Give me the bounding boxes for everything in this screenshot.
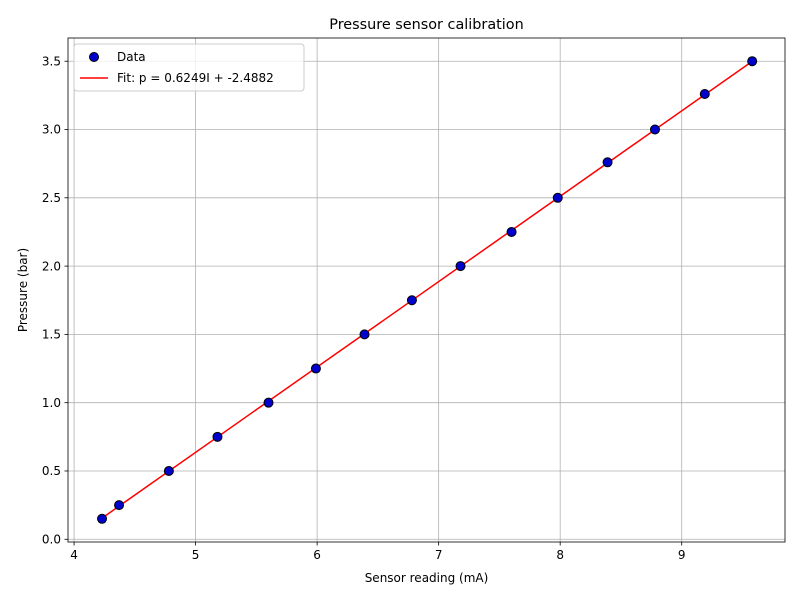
data-point [506,226,517,237]
legend-label-fit: Fit: p = 0.6249I + -2.4882 [117,71,274,85]
data-point [747,56,758,67]
data-point [212,431,223,442]
axis-ticks: 4 5 6 7 8 9 0.0 0.5 1.0 1.5 2.0 2.5 3.0 3.5 [42,54,686,562]
x-tick-label: 9 [678,548,686,562]
y-tick-label: 2.5 [42,191,61,205]
grid [68,38,785,542]
y-tick-label: 3.0 [42,123,61,137]
data-point [406,295,417,306]
x-tick-label: 6 [313,548,321,562]
data-point [602,157,613,168]
x-tick-label: 7 [435,548,443,562]
legend: Data Fit: p = 0.6249I + -2.4882 [73,43,305,92]
x-tick-label: 4 [70,548,78,562]
data-point [455,261,466,272]
y-tick-label: 3.5 [42,54,61,68]
y-tick-label: 0.0 [42,532,61,546]
data-point [359,329,370,340]
data-point [699,89,710,99]
x-tick-label: 8 [556,548,564,562]
data-point [97,513,108,524]
legend-box [73,43,305,92]
y-axis-title: Pressure (bar) [16,248,30,332]
legend-marker-data [89,52,99,62]
y-tick-label: 2.0 [42,259,61,273]
y-tick-label: 1.5 [42,328,61,342]
legend-label-data: Data [117,50,146,64]
data-point [163,465,174,476]
plot-series [97,56,758,524]
data-point [649,124,660,135]
data-point [310,363,321,374]
chart-title: Pressure sensor calibration [329,17,523,33]
x-axis-title: Sensor reading (mA) [365,571,489,585]
x-tick-label: 5 [192,548,200,562]
y-tick-label: 0.5 [42,464,61,478]
data-point [114,500,125,511]
data-point [552,192,563,203]
plot-frame [67,37,786,543]
data-point [263,397,274,408]
fit-line [101,60,753,519]
y-tick-label: 1.0 [42,396,61,410]
